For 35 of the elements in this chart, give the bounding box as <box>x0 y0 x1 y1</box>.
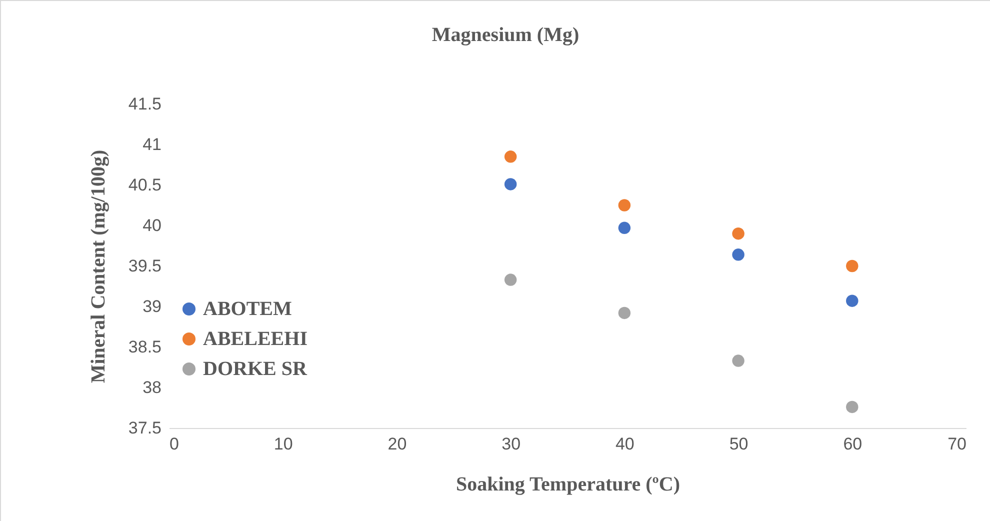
x-tick-label: 20 <box>388 434 407 454</box>
point <box>732 354 744 367</box>
y-tick-label: 41.5 <box>128 94 162 114</box>
y-tick-label: 40.5 <box>128 176 162 194</box>
x-tick-label: 70 <box>948 434 966 454</box>
point <box>504 178 517 190</box>
x-axis-title: Soaking Temperature (ºC) <box>456 474 680 496</box>
y-axis-title: Mineral Content (mg/100g) <box>87 150 110 384</box>
point <box>504 150 517 163</box>
x-tick-label: 50 <box>729 434 748 454</box>
legend-label: ABOTEM <box>203 298 292 320</box>
x-tick-label: 40 <box>615 434 634 454</box>
y-tick-label: 41 <box>142 135 162 154</box>
x-tick-label: 60 <box>843 434 862 454</box>
point <box>732 248 744 261</box>
point <box>846 294 858 307</box>
y-tick-label: 39.5 <box>128 256 162 276</box>
point <box>846 400 858 414</box>
y-tick-label: 38.5 <box>128 338 162 356</box>
x-tick-label: 30 <box>502 434 521 454</box>
y-tick-label: 37.5 <box>128 418 162 438</box>
y-tick-label: 40 <box>142 216 162 235</box>
point <box>618 199 631 212</box>
y-tick-label: 39 <box>142 297 162 316</box>
x-tick-label: 0 <box>170 434 179 454</box>
chart-title: Magnesium (Mg) <box>432 24 580 46</box>
legend-label: DORKE SR <box>203 358 308 380</box>
point <box>504 274 517 286</box>
point <box>732 227 744 240</box>
point <box>846 260 858 272</box>
x-tick-label: 10 <box>274 434 293 454</box>
y-tick-label: 38 <box>142 378 162 397</box>
point <box>618 306 631 320</box>
point <box>618 222 631 234</box>
legend-label: ABELEEHI <box>203 328 308 350</box>
